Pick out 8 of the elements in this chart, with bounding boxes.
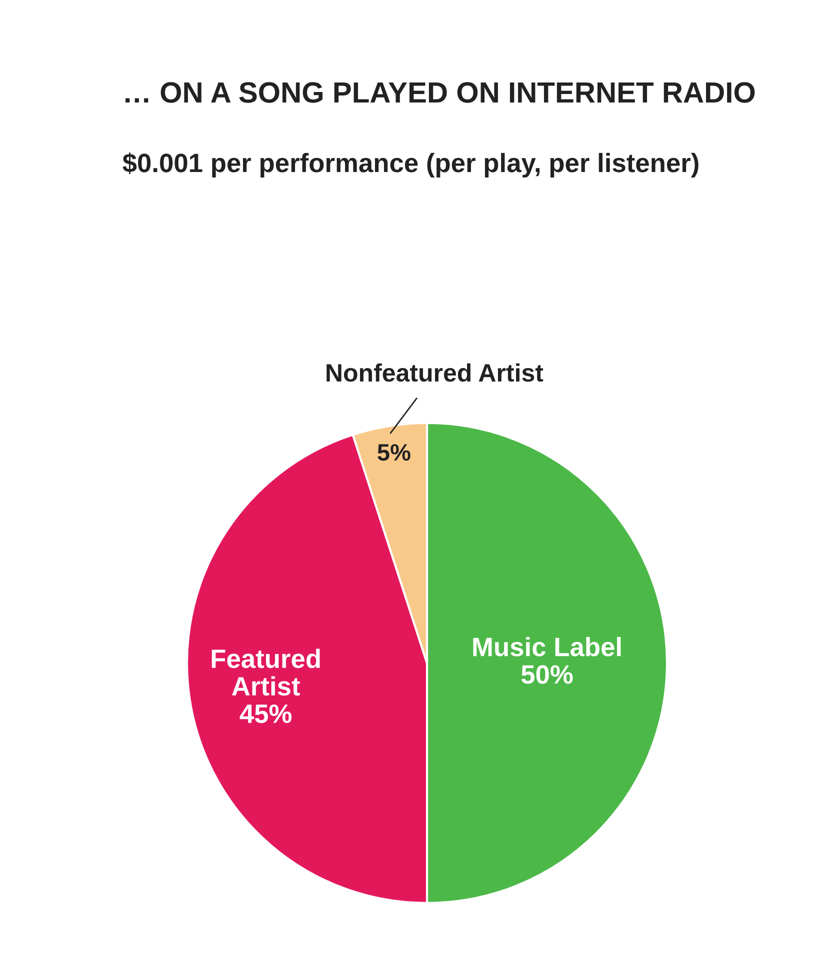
chart-subtitle: $0.001 per performance (per play, per listener) xyxy=(122,152,698,178)
slice-label: Featured Artist xyxy=(212,648,320,696)
data-label: 5% xyxy=(378,444,410,461)
chart-title: … ON A SONG PLAYED ON INTERNET RADIO xyxy=(126,82,755,103)
data-label: 45% xyxy=(240,704,292,724)
data-label: 50% xyxy=(521,665,573,684)
slice-label: Nonfeatured Artist xyxy=(326,363,544,382)
slice-label: Music Label xyxy=(473,636,621,656)
